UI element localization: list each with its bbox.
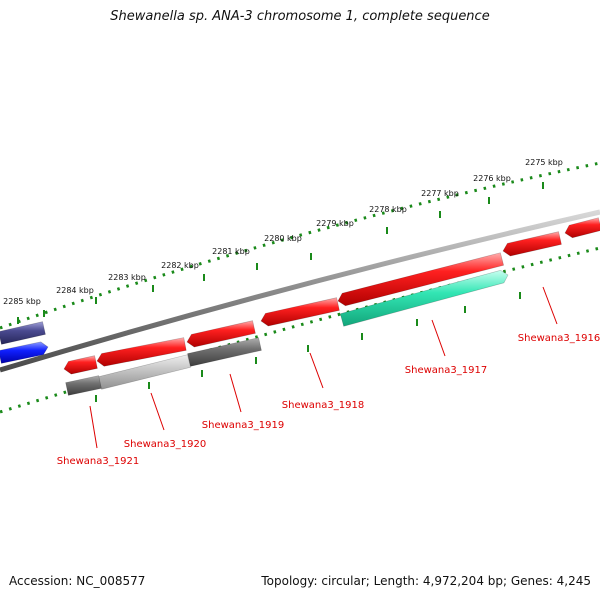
scale-track-outer xyxy=(0,161,600,330)
label-leader-line xyxy=(229,373,242,413)
label-leaders xyxy=(89,286,558,449)
gene-arrow-blue xyxy=(0,341,49,364)
gene-arrow-1916b xyxy=(564,217,600,239)
scale-label: 2278 kbp xyxy=(369,205,407,214)
gene-label: Shewana3_1918 xyxy=(282,400,364,411)
gene-block-1921 xyxy=(65,375,102,396)
scale-label: 2280 kbp xyxy=(264,234,302,243)
gene-arrow-1916 xyxy=(502,231,562,257)
scale-labels: 2275 kbp 2276 kbp 2277 kbp 2278 kbp 2279 kbp… xyxy=(3,158,563,306)
scale-label: 2281 kbp xyxy=(212,247,250,256)
scale-label: 2282 kbp xyxy=(161,261,199,270)
topology-summary: Topology: circular; Length: 4,972,204 bp… xyxy=(261,574,591,588)
gene-arrow-1920-red xyxy=(96,337,187,367)
gene-arrow-1919-red xyxy=(186,320,256,348)
label-leader-line xyxy=(89,405,98,449)
chromosome-backbone xyxy=(0,209,600,373)
scale-label: 2285 kbp xyxy=(3,297,41,306)
gene-arrow-1921-red xyxy=(63,355,98,375)
scale-label: 2279 kbp xyxy=(316,219,354,228)
scale-ticks xyxy=(17,182,544,402)
gene-arrow-1917-red xyxy=(337,252,504,307)
label-leader-line xyxy=(150,392,165,431)
label-leader-line xyxy=(431,319,446,357)
gene-label: Shewana3_1916 xyxy=(518,333,600,344)
scale-label: 2275 kbp xyxy=(525,158,563,167)
gene-arrow-1917-rna xyxy=(339,269,509,327)
gene-label: Shewana3_1917 xyxy=(405,365,487,376)
gene-block-navy xyxy=(0,321,46,345)
gene-features xyxy=(0,217,600,396)
gene-block-1919 xyxy=(187,337,262,367)
gene-label: Shewana3_1920 xyxy=(124,439,206,450)
label-leader-line xyxy=(309,352,324,389)
scale-label: 2276 kbp xyxy=(473,174,511,183)
scale-label: 2283 kbp xyxy=(108,273,146,282)
gene-label: Shewana3_1921 xyxy=(57,456,139,467)
scale-label: 2277 kbp xyxy=(421,189,459,198)
map-title: Shewanella sp. ANA-3 chromosome 1, compl… xyxy=(110,9,490,24)
gene-arrow-1918 xyxy=(260,297,340,327)
gene-labels: Shewana3_1916 Shewana3_1917 Shewana3_1918 S… xyxy=(57,333,600,467)
scale-label: 2284 kbp xyxy=(56,286,94,295)
label-leader-line xyxy=(542,286,558,325)
gene-label: Shewana3_1919 xyxy=(202,420,284,431)
accession-text: Accession: NC_008577 xyxy=(9,574,146,588)
